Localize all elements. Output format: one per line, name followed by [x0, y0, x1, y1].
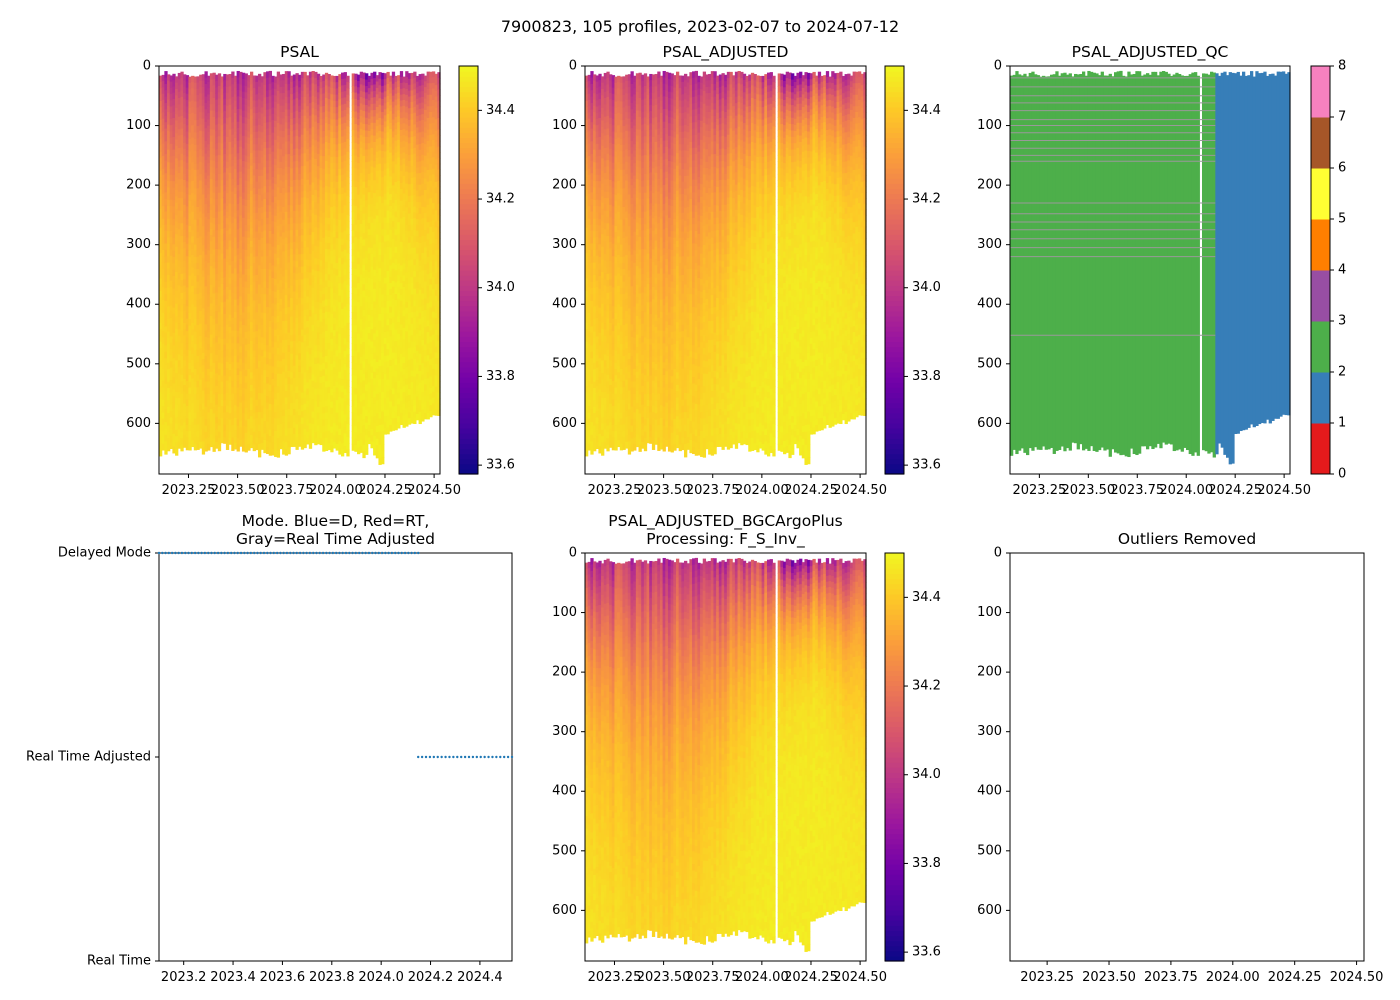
panel-psal: PSAL33.633.834.034.234.42023.252023.5020…: [126, 43, 515, 498]
panel-title: PSAL: [280, 43, 319, 61]
heatmap-cell: [175, 449, 178, 456]
figure: 7900823, 105 profiles, 2023-02-07 to 202…: [0, 0, 1400, 1000]
subplot-grid: PSAL33.633.834.034.234.42023.252023.5020…: [26, 43, 1383, 985]
figure-suptitle: 7900823, 105 profiles, 2023-02-07 to 202…: [501, 17, 899, 36]
heatmap-cell: [218, 444, 221, 451]
